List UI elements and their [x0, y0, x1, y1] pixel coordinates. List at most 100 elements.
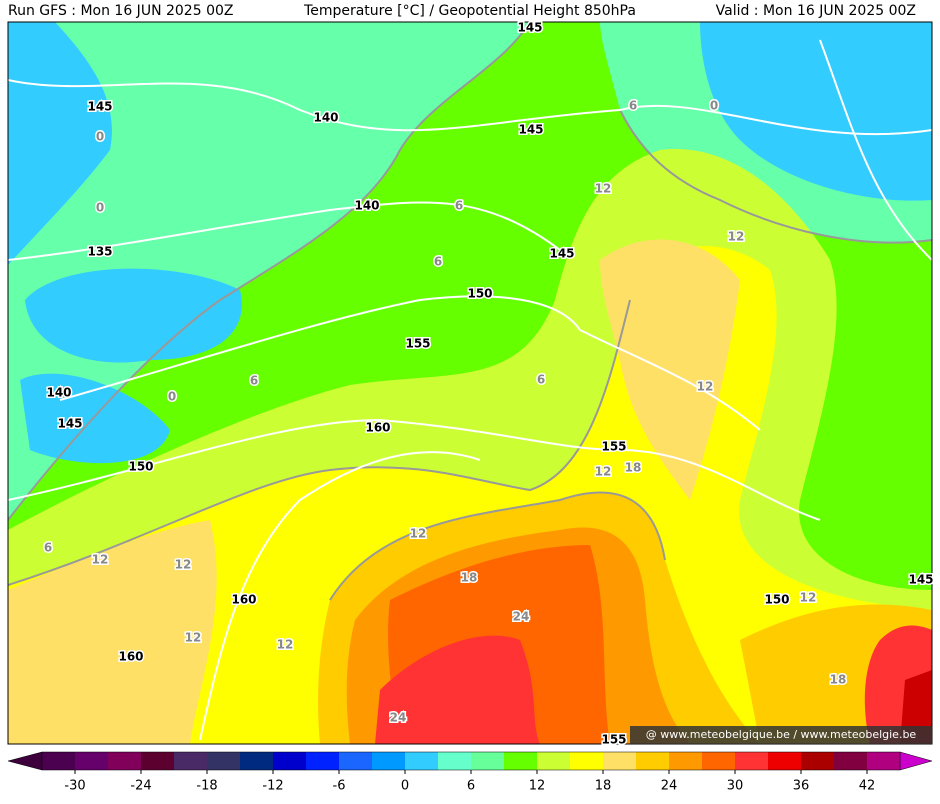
temperature-label: 6 — [44, 541, 52, 555]
colorbar-tick-label: 0 — [401, 779, 409, 794]
colorbar-segment — [174, 752, 208, 770]
height-label: 140 — [46, 386, 71, 400]
temperature-label: 12 — [185, 631, 202, 645]
colorbar-segment — [768, 752, 802, 770]
colorbar-segment — [306, 752, 340, 770]
colorbar-segment — [42, 752, 76, 770]
watermark-box — [630, 726, 932, 744]
height-label: 150 — [128, 460, 153, 474]
valid-label: Valid : Mon 16 JUN 2025 00Z — [716, 3, 916, 19]
temperature-label: 6 — [629, 99, 637, 113]
colorbar-segment — [471, 752, 505, 770]
map — [8, 22, 932, 744]
temperature-label: 6 — [250, 374, 258, 388]
temperature-label: 0 — [168, 390, 176, 404]
height-label: 160 — [365, 421, 390, 435]
run-label: Run GFS : Mon 16 JUN 2025 00Z — [8, 3, 233, 19]
temp-region — [20, 373, 170, 464]
height-contours — [8, 39, 932, 741]
temp-region — [600, 239, 740, 500]
temperature-label: 12 — [410, 527, 427, 541]
temperature-label: 18 — [461, 571, 478, 585]
colorbar-segment — [834, 752, 868, 770]
colorbar-tick-label: -30 — [64, 779, 85, 794]
height-label: 150 — [764, 593, 789, 607]
temperature-label: 24 — [513, 610, 530, 624]
temperature-label: 12 — [728, 230, 745, 244]
colorbar-tick-label: -24 — [130, 779, 151, 794]
colorbar-segment — [867, 752, 901, 770]
watermark: @ www.meteobelgique.be / www.meteobelgie… — [646, 728, 917, 741]
colorbar-segment — [438, 752, 472, 770]
height-label: 145 — [518, 123, 543, 137]
temperature-label: 0 — [710, 99, 718, 113]
temp-region — [700, 22, 932, 201]
colorbar-segment — [702, 752, 736, 770]
temperature-label: 12 — [595, 182, 612, 196]
temperature-label: 12 — [800, 591, 817, 605]
map-title: Temperature [°C] / Geopotential Height 8… — [303, 3, 636, 19]
temp-region — [375, 635, 540, 744]
temp-region — [25, 268, 242, 363]
height-label: 160 — [118, 650, 143, 664]
temp-region — [8, 22, 530, 520]
colorbar-tick-label: -12 — [262, 779, 283, 794]
height-label: 145 — [517, 21, 542, 35]
temperature-label: 6 — [434, 255, 442, 269]
colorbar-segment — [141, 752, 175, 770]
height-label: 155 — [601, 440, 626, 454]
colorbar-tick-label: 30 — [727, 779, 744, 794]
temperature-label: 18 — [830, 673, 847, 687]
height-label: 135 — [87, 245, 112, 259]
temperature-label: 12 — [92, 553, 109, 567]
colorbar-segment — [108, 752, 142, 770]
temperature-label: 6 — [455, 199, 463, 213]
temperature-label: 12 — [697, 380, 714, 394]
colorbar-segment — [207, 752, 241, 770]
colorbar-segment — [801, 752, 835, 770]
temperature-label: 0 — [96, 201, 104, 215]
colorbar-tick-label: 18 — [595, 779, 612, 794]
height-label: 150 — [467, 287, 492, 301]
colorbar-segment — [537, 752, 571, 770]
height-label: 145 — [57, 417, 82, 431]
colorbar-segment — [570, 752, 604, 770]
colorbar-segment — [240, 752, 274, 770]
temp-region — [8, 22, 112, 265]
colorbar-tick-label: 36 — [793, 779, 810, 794]
colorbar-segment — [636, 752, 670, 770]
colorbar-segment — [339, 752, 373, 770]
colorbar-segment — [273, 752, 307, 770]
colorbar-segment — [603, 752, 637, 770]
temperature-label: 18 — [625, 461, 642, 475]
colorbar-tick-label: 42 — [859, 779, 876, 794]
temp-region — [8, 520, 217, 744]
colorbar-segment — [669, 752, 703, 770]
colorbar-tick-label: -6 — [333, 779, 346, 794]
colorbar-tick-label: 12 — [529, 779, 546, 794]
height-label: 145 — [549, 247, 574, 261]
colorbar-segment — [735, 752, 769, 770]
temperature-label: 12 — [277, 638, 294, 652]
temperature-label: 0 — [96, 130, 104, 144]
temperature-label: 24 — [390, 711, 407, 725]
height-label: 140 — [354, 199, 379, 213]
colorbar-low — [7, 751, 43, 771]
height-label: 140 — [313, 111, 338, 125]
isotherms — [8, 22, 932, 601]
height-label: 145 — [87, 100, 112, 114]
colorbar-tick-label: 24 — [661, 779, 678, 794]
colorbar-tick-label: -18 — [196, 779, 217, 794]
colorbar-high — [899, 751, 933, 771]
colorbar-tick-label: 6 — [467, 779, 475, 794]
temp-region — [900, 670, 932, 744]
colorbar-segment — [75, 752, 109, 770]
colorbar-segment — [504, 752, 538, 770]
height-label: 155 — [601, 733, 626, 747]
temperature-label: 6 — [537, 373, 545, 387]
temperature-label: 12 — [595, 465, 612, 479]
height-label: 155 — [405, 337, 430, 351]
colorbar-segment — [405, 752, 439, 770]
